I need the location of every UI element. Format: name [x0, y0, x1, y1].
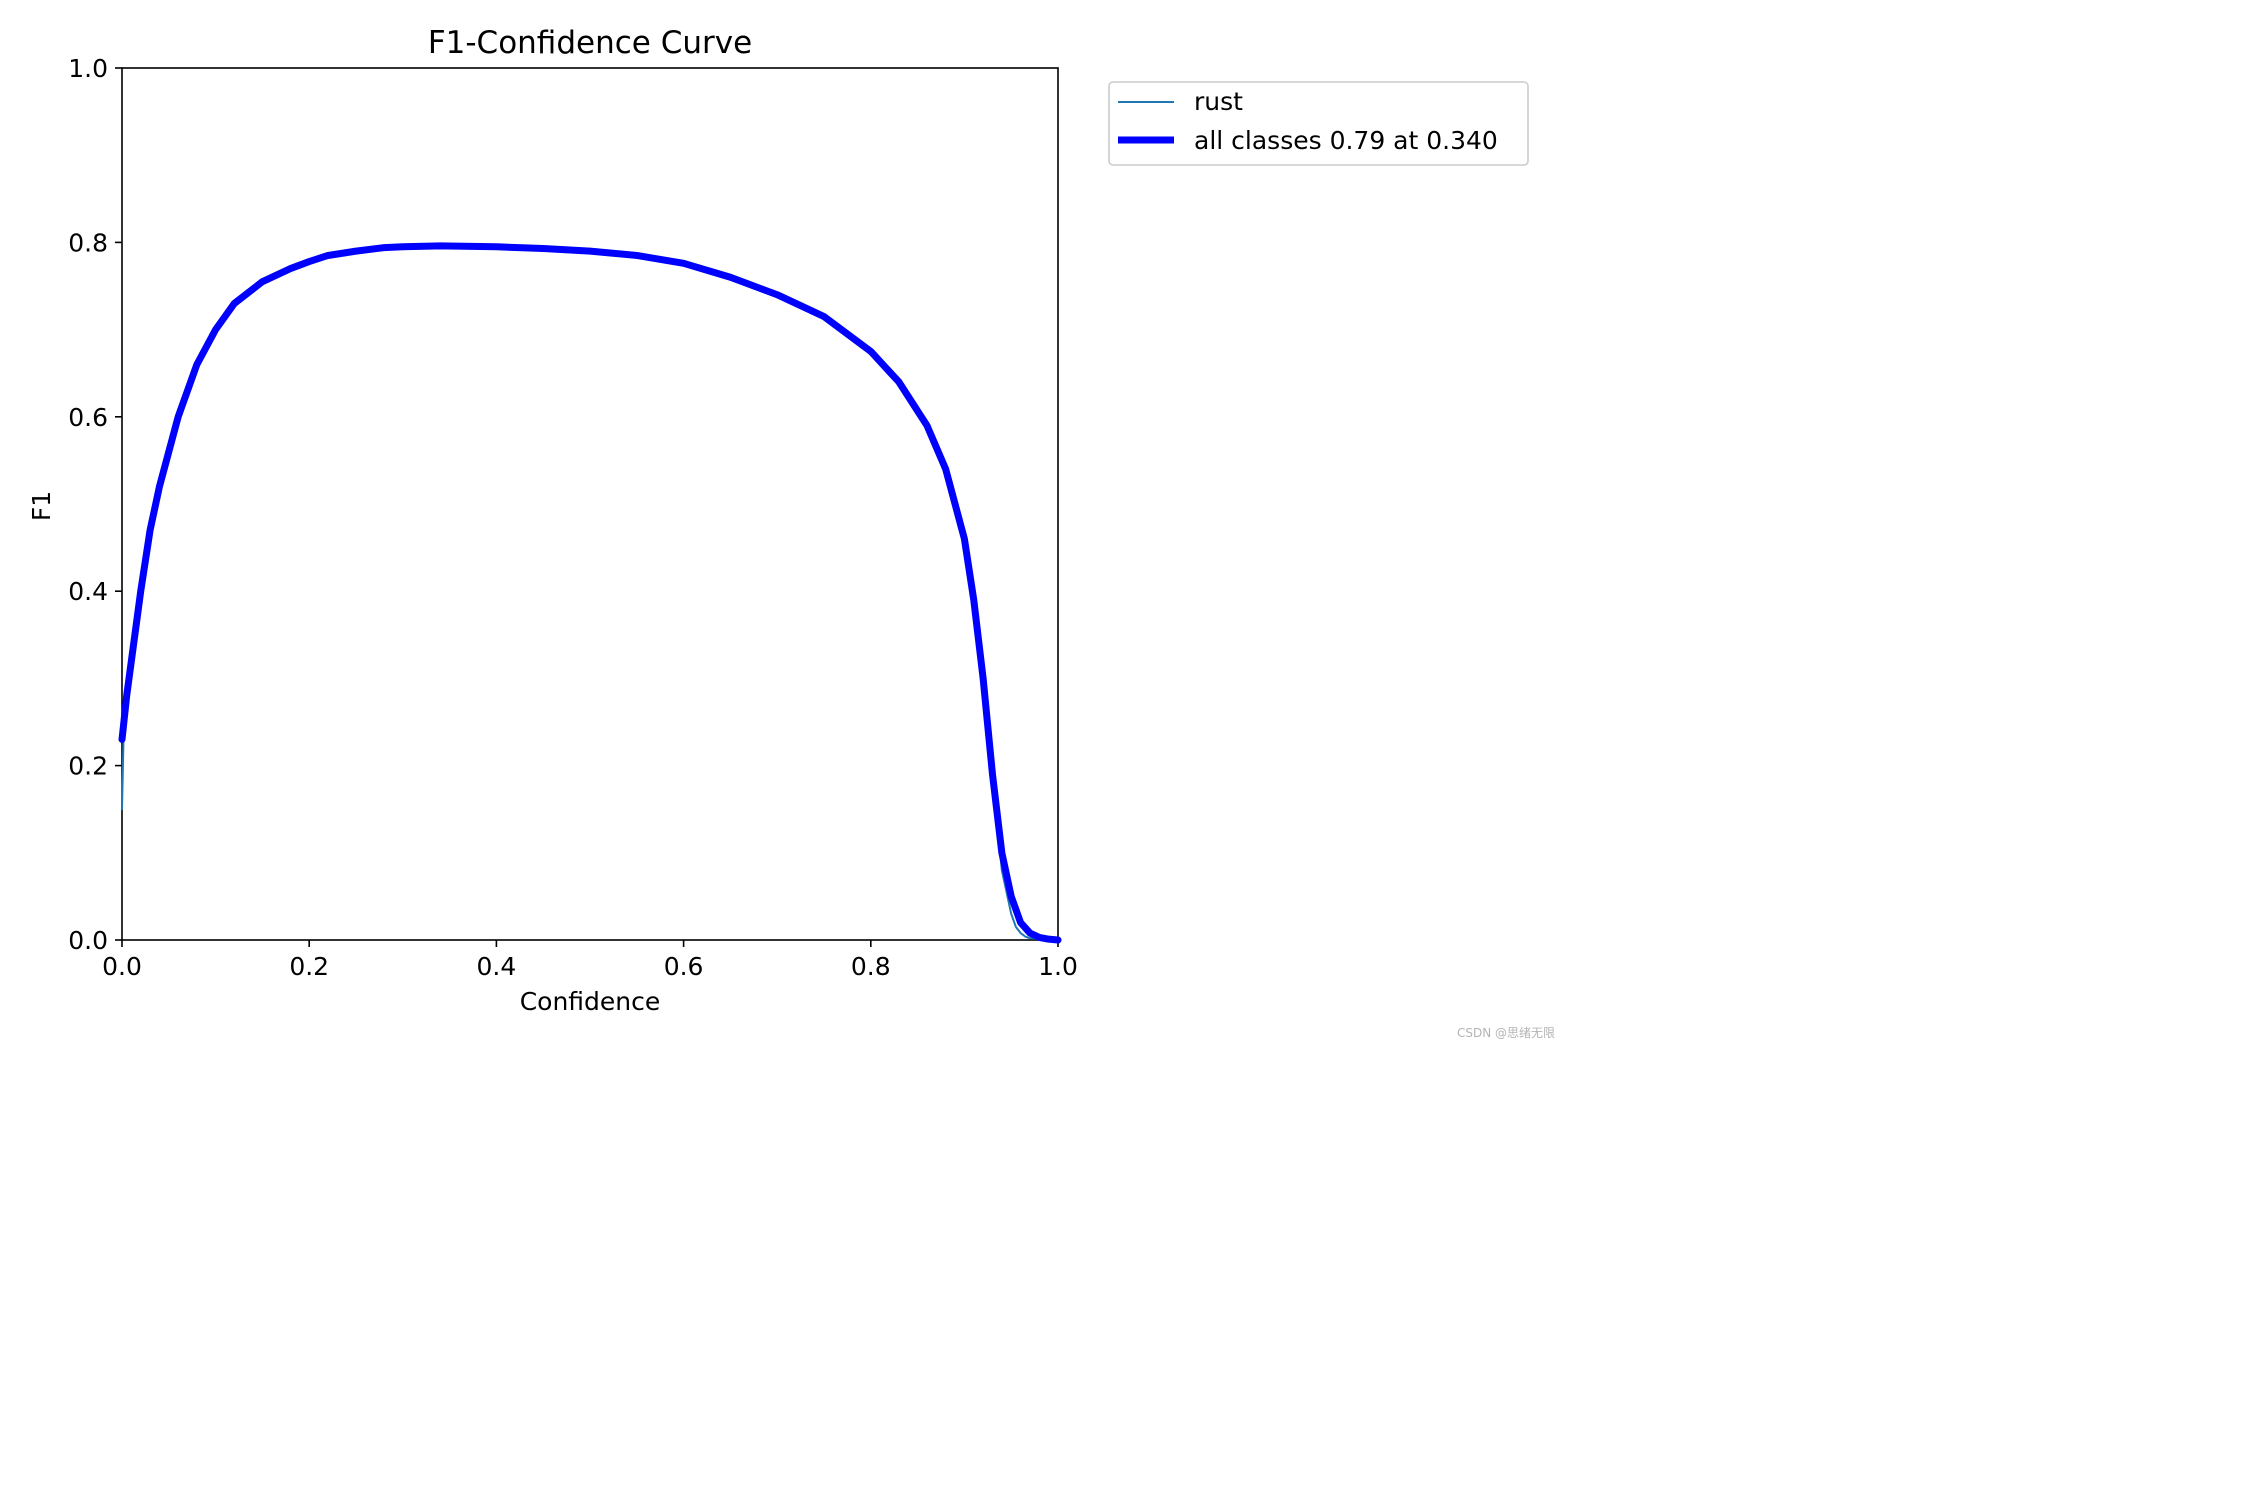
- x-axis-label: Confidence: [520, 987, 661, 1016]
- x-tick-label: 0.8: [851, 952, 891, 981]
- legend-label-all-classes: all classes 0.79 at 0.340: [1194, 126, 1498, 155]
- legend-box: [1108, 81, 1529, 166]
- y-tick-label: 0.2: [68, 752, 108, 781]
- x-tick-label: 0.0: [102, 952, 142, 981]
- x-axis-ticks: 0.0 0.2 0.4 0.6 0.8 1.0: [102, 940, 1078, 981]
- plot-area: [121, 67, 1059, 941]
- x-tick-label: 1.0: [1038, 952, 1078, 981]
- y-tick-label: 0.8: [68, 228, 108, 257]
- chart-title: F1-Confidence Curve: [428, 25, 752, 61]
- legend-label-rust: rust: [1194, 87, 1243, 116]
- y-tick-label: 0.0: [68, 926, 108, 955]
- y-tick-label: 0.6: [68, 403, 108, 432]
- x-tick-label: 0.6: [664, 952, 704, 981]
- series-layer: [118, 242, 1062, 944]
- series-line-all-classes: [118, 242, 1062, 944]
- y-tick-label: 0.4: [68, 577, 108, 606]
- x-tick-label: 0.2: [289, 952, 329, 981]
- y-tick-label: 1.0: [68, 54, 108, 83]
- y-axis-ticks: 0.0 0.2 0.4 0.6 0.8 1.0: [68, 54, 122, 955]
- watermark: CSDN @思绪无限: [1457, 1026, 1555, 1040]
- legend: rust all classes 0.79 at 0.340: [1108, 81, 1529, 166]
- f1-confidence-chart: F1-Confidence Curve 0.0 0.2 0.4 0.6 0.8 1.0 0…: [27, 25, 1555, 1040]
- y-axis-label: F1: [27, 491, 56, 521]
- x-tick-label: 0.4: [477, 952, 517, 981]
